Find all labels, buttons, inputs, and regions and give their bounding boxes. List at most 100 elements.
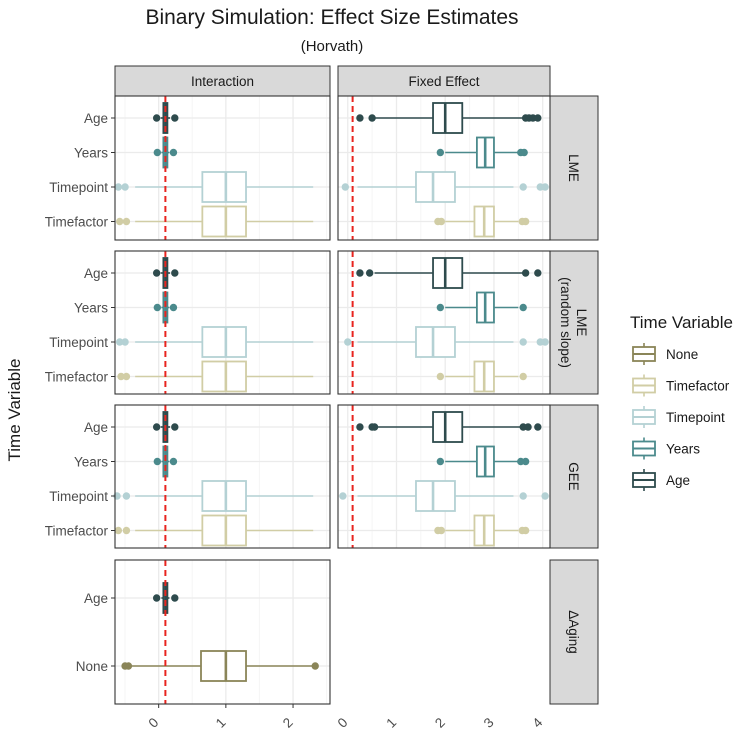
x-tick-label: 0 bbox=[146, 715, 162, 731]
box-timefactor bbox=[434, 205, 530, 238]
box-years bbox=[436, 291, 527, 324]
outlier-point bbox=[169, 303, 178, 312]
legend-label: None bbox=[666, 347, 698, 362]
x-tick-label: 2 bbox=[432, 715, 448, 731]
legend-label: Timepoint bbox=[666, 410, 725, 425]
facet-strip-row-label-3: ΔAging bbox=[566, 610, 581, 654]
outlier-point bbox=[153, 148, 162, 157]
outlier-point bbox=[169, 148, 178, 157]
outlier-point bbox=[520, 148, 528, 157]
box-iqr bbox=[415, 480, 456, 512]
outlier-point bbox=[121, 183, 129, 191]
x-tick-label: 1 bbox=[213, 715, 229, 731]
outlier-point bbox=[122, 492, 131, 500]
outlier-point bbox=[436, 372, 445, 381]
outlier-point bbox=[339, 492, 347, 500]
panel-border bbox=[114, 559, 331, 705]
outlier-point bbox=[436, 457, 445, 466]
outlier-point bbox=[122, 372, 131, 381]
panel-border bbox=[114, 95, 331, 241]
outlier-point bbox=[169, 457, 178, 466]
outlier-point bbox=[152, 594, 161, 602]
outlier-point bbox=[519, 338, 527, 346]
outlier-point bbox=[171, 269, 179, 277]
y-tick-label: Age bbox=[84, 266, 108, 281]
box-timepoint bbox=[339, 480, 549, 512]
y-tick-label: Timefactor bbox=[45, 370, 109, 385]
y-tick-label: Age bbox=[84, 111, 108, 126]
outlier-point bbox=[534, 114, 542, 122]
box-timepoint bbox=[113, 480, 314, 512]
facet-strip-row-label-1: LME(random slope) bbox=[558, 277, 589, 368]
outlier-point bbox=[521, 457, 530, 466]
legend-label: Age bbox=[666, 473, 690, 488]
box-timepoint bbox=[344, 326, 549, 358]
box-age bbox=[356, 257, 542, 289]
box-timefactor bbox=[434, 514, 530, 547]
outlier-point bbox=[521, 269, 530, 277]
x-tick-label: 1 bbox=[383, 715, 399, 731]
panel-border bbox=[337, 404, 551, 549]
box-timepoint bbox=[341, 171, 549, 203]
facet-strip-row-2 bbox=[549, 404, 599, 549]
box-iqr bbox=[432, 102, 464, 134]
outlier-point bbox=[116, 338, 124, 346]
facet-strip-row-line: GEE bbox=[566, 462, 581, 491]
outlier-point bbox=[436, 303, 445, 312]
outlier-point bbox=[356, 114, 364, 122]
facet-strip-col-label-1: Fixed Effect bbox=[408, 74, 479, 89]
outlier-point bbox=[534, 423, 542, 431]
box-iqr bbox=[201, 514, 247, 547]
y-tick-label: None bbox=[76, 659, 108, 674]
box-iqr bbox=[415, 171, 456, 203]
panel-border bbox=[114, 250, 331, 395]
outlier-point bbox=[152, 269, 161, 277]
box-iqr bbox=[200, 650, 247, 682]
panel-bg bbox=[115, 560, 330, 704]
y-tick-label: Timefactor bbox=[45, 524, 109, 539]
outlier-point bbox=[521, 217, 530, 226]
outlier-point bbox=[114, 526, 123, 535]
y-tick-label: Timepoint bbox=[49, 489, 108, 504]
outlier-point bbox=[116, 217, 124, 226]
outlier-point bbox=[341, 183, 350, 191]
y-axis-title: Time Variable bbox=[5, 359, 24, 462]
facet-strip-col-0 bbox=[114, 65, 331, 97]
box-timefactor bbox=[117, 360, 314, 393]
box-iqr bbox=[201, 326, 247, 358]
outlier-point bbox=[519, 372, 527, 381]
outlier-point bbox=[356, 423, 364, 431]
y-tick-label: Years bbox=[74, 455, 108, 470]
y-tick-label: Age bbox=[84, 420, 108, 435]
y-tick-label: Years bbox=[74, 301, 108, 316]
facet-strip-row-label-0: LME bbox=[566, 154, 581, 182]
outlier-point bbox=[365, 269, 374, 277]
facet-strip-row-3 bbox=[549, 559, 599, 705]
outlier-point bbox=[541, 492, 549, 500]
y-tick-label: Timepoint bbox=[49, 180, 108, 195]
outlier-point bbox=[436, 148, 445, 157]
outlier-point bbox=[171, 423, 179, 431]
legend-item-none: None bbox=[632, 343, 698, 365]
outlier-point bbox=[152, 114, 161, 122]
outlier-point bbox=[541, 338, 549, 346]
outlier-point bbox=[121, 338, 129, 346]
outlier-point bbox=[519, 183, 527, 191]
box-iqr bbox=[432, 257, 464, 289]
outlier-point bbox=[356, 269, 364, 277]
box-years bbox=[436, 445, 530, 478]
box-timepoint bbox=[114, 171, 314, 203]
legend-item-timepoint: Timepoint bbox=[632, 406, 725, 428]
box-iqr bbox=[201, 360, 247, 393]
y-tick-label: Years bbox=[74, 146, 108, 161]
box-timefactor bbox=[116, 205, 314, 238]
outlier-point bbox=[519, 303, 527, 312]
outlier-point bbox=[541, 183, 549, 191]
chart-subtitle: (Horvath) bbox=[301, 38, 364, 55]
x-tick-label: 2 bbox=[280, 715, 296, 731]
facet-strip-row-1 bbox=[549, 250, 599, 395]
outlier-point bbox=[114, 183, 123, 191]
box-timefactor bbox=[436, 360, 527, 393]
box-years bbox=[436, 136, 528, 169]
